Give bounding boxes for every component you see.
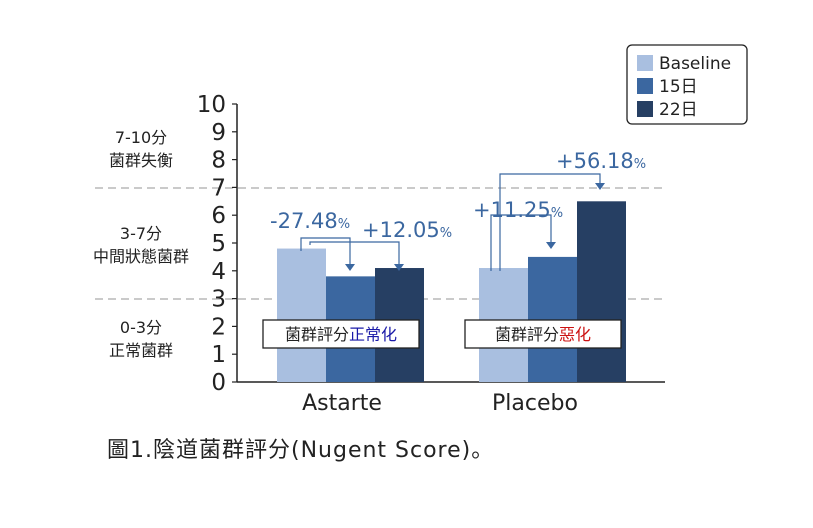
y-tick-label: 6 (211, 203, 226, 229)
annotation-connectors (300, 173, 601, 271)
y-tick-label: 3 (211, 287, 226, 313)
annotation-astarte-22d: +12.05% (362, 218, 452, 242)
legend-label-15d: 15日 (659, 77, 698, 97)
x-tick-astarte: Astarte (302, 391, 382, 416)
y-tick-label: 9 (211, 120, 226, 146)
status-prefix-astarte: 菌群評分 (285, 325, 349, 344)
y-tick-label: 4 (211, 259, 226, 285)
band-label-low: 正常菌群 (109, 341, 173, 360)
bar-astarte-0 (277, 248, 326, 382)
status-normal: 正常化 (349, 325, 397, 344)
status-prefix-placebo: 菌群評分 (495, 325, 559, 344)
y-tick-label: 7 (211, 175, 226, 201)
svg-text:菌群評分正常化: 菌群評分正常化 (285, 325, 397, 344)
y-tick-label: 0 (211, 370, 226, 396)
band-label-high: 菌群失衡 (109, 151, 173, 170)
y-tick-label: 1 (211, 342, 226, 368)
bar-placebo-2 (577, 201, 626, 382)
svg-text:菌群評分惡化: 菌群評分惡化 (495, 325, 591, 344)
annotation-arrowheads (345, 183, 605, 271)
legend-label-22d: 22日 (659, 100, 698, 120)
status-box-astarte: 菌群評分正常化 (262, 319, 420, 349)
x-tick-placebo: Placebo (492, 391, 578, 416)
status-box-placebo: 菌群評分惡化 (464, 319, 622, 349)
y-tick-label: 5 (211, 231, 226, 257)
y-tick-label: 10 (197, 92, 226, 118)
status-worse: 惡化 (559, 325, 591, 344)
annotation-placebo-15d: +11.25% (473, 198, 563, 222)
legend-swatch-22d (637, 101, 653, 117)
band-label-mid: 中間狀態菌群 (93, 247, 189, 266)
annotation-astarte-15d: -27.48% (270, 209, 350, 233)
band-range-low: 0-3分 (120, 318, 162, 337)
legend-swatch-15d (637, 78, 653, 94)
y-tick-label: 8 (211, 148, 226, 174)
legend-swatch-baseline (637, 55, 653, 71)
legend-label-baseline: Baseline (659, 54, 731, 74)
band-range-high: 7-10分 (115, 128, 167, 147)
annotation-placebo-22d: +56.18% (556, 149, 646, 173)
y-tick-label: 2 (211, 314, 226, 340)
legend: Baseline 15日 22日 (626, 44, 748, 125)
figure-caption: 圖1.陰道菌群評分(Nugent Score)。 (107, 438, 495, 463)
band-range-mid: 3-7分 (120, 224, 162, 243)
